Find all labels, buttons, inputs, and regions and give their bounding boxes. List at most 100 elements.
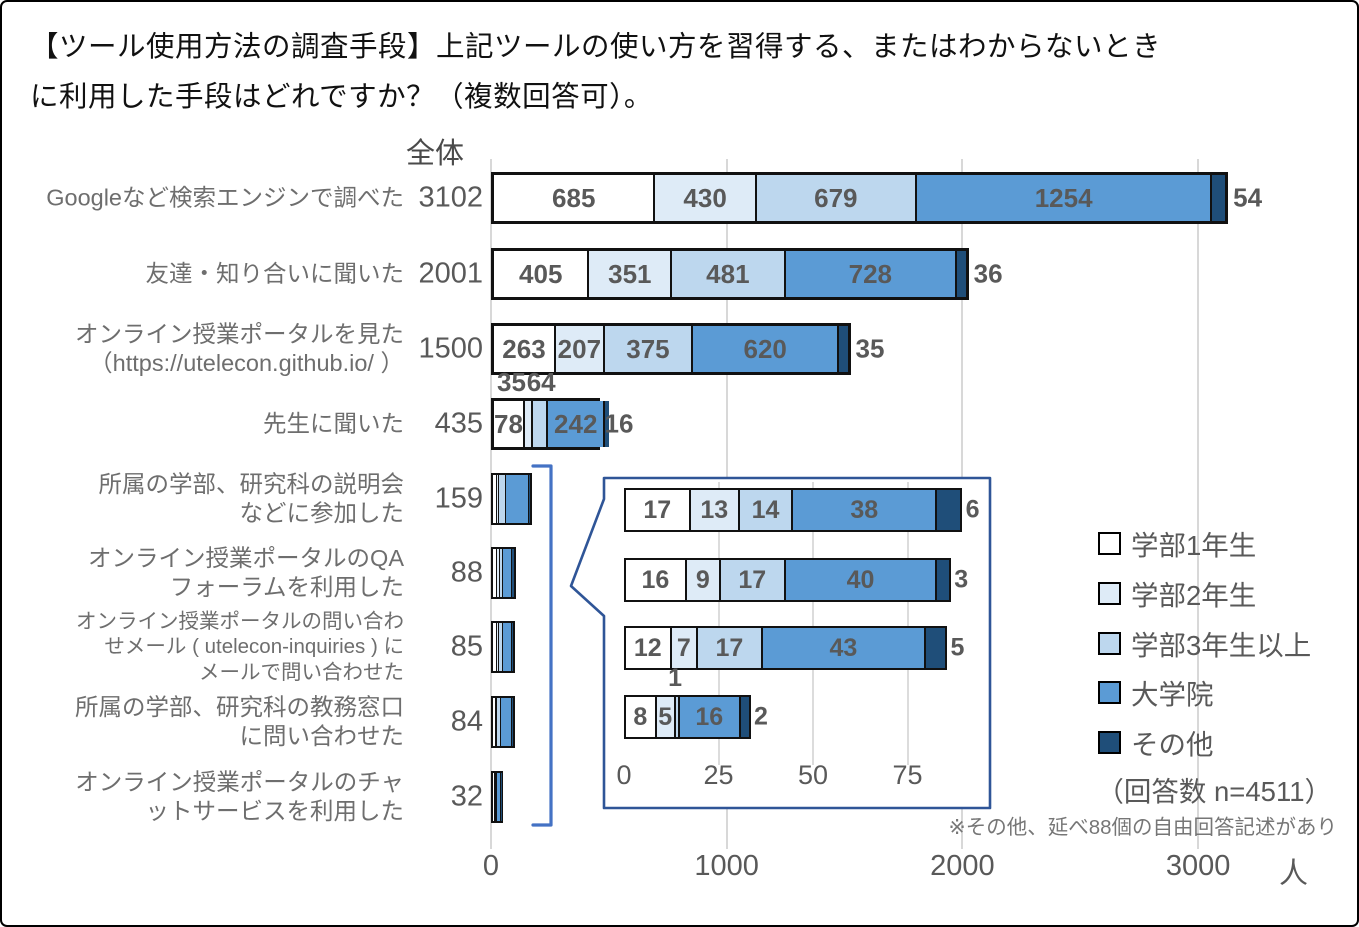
segment-label: 481 xyxy=(706,258,750,289)
bar-row xyxy=(491,473,533,525)
segment-label: 685 xyxy=(552,182,596,213)
bar-segment xyxy=(494,773,497,821)
bar-segment xyxy=(496,623,499,671)
legend-swatch-icon xyxy=(1098,631,1121,655)
bar-segment: 375 xyxy=(604,326,694,372)
inset-bar-segment xyxy=(937,490,961,530)
inset-gridline xyxy=(906,482,909,765)
segment-label: 728 xyxy=(848,258,893,289)
segment-label-outside: 54 xyxy=(1233,182,1263,213)
segment-label-above: 64 xyxy=(526,367,556,397)
segment-label-outside: 16 xyxy=(604,408,634,439)
x-axis-tick: 0 xyxy=(482,850,500,882)
bar-segment xyxy=(498,623,503,671)
row-total: 1500 xyxy=(418,332,483,365)
bar-segment xyxy=(839,326,848,372)
inset-segment-label-above: 1 xyxy=(668,664,682,692)
row-total: 3102 xyxy=(418,181,483,214)
inset-bar-segment: 5 xyxy=(656,697,676,737)
bar-row: 78 242 xyxy=(491,398,610,450)
bar-segment xyxy=(957,251,966,297)
inset-bar-segment: 17 xyxy=(626,490,691,530)
inset-bar-segment: 13 xyxy=(690,490,740,530)
inset-bar-row: 16 9 17 40 xyxy=(624,558,951,602)
bar-row xyxy=(491,771,503,823)
x-axis-tick: 2000 xyxy=(930,850,995,882)
inset-segment-label-outside: 6 xyxy=(965,495,980,524)
segment-label: 620 xyxy=(743,333,787,364)
bar-segment: 242 xyxy=(548,401,606,447)
inset-bar-segment xyxy=(937,560,949,600)
legend-swatch-icon xyxy=(1098,730,1121,754)
inset-segment-label: 40 xyxy=(846,565,875,594)
bar-segment: 207 xyxy=(555,326,605,372)
column-header-zentai: 全体 xyxy=(406,138,465,170)
bar-segment xyxy=(497,698,502,746)
bar-segment: 481 xyxy=(672,251,786,297)
inset-bar-segment: 14 xyxy=(739,490,794,530)
bar-segment: 405 xyxy=(494,251,590,297)
bar-segment xyxy=(497,475,500,523)
inset-bar-segment: 43 xyxy=(762,628,927,668)
inset-bar-segment: 9 xyxy=(686,560,721,600)
bar-segment xyxy=(501,698,512,746)
inset-axis-tick: 75 xyxy=(892,760,923,790)
legend-item: その他 xyxy=(1098,722,1214,762)
inset-segment-label: 17 xyxy=(643,495,672,524)
row-total: 85 xyxy=(450,630,483,663)
inset-gridline xyxy=(812,482,814,765)
legend-item: 学部2年生 xyxy=(1098,573,1256,613)
bar-segment xyxy=(524,401,534,447)
segment-label-above: 35 xyxy=(497,367,526,397)
gridline xyxy=(1197,159,1200,849)
category-label: オンライン授業ポータルの問い合わ せメール ( utelecon-inquiri… xyxy=(76,609,404,684)
bar-segment: 263 xyxy=(494,326,556,372)
segment-label: 263 xyxy=(502,333,546,364)
inset-axis-tick: 0 xyxy=(616,760,632,790)
bar-segment xyxy=(502,623,513,671)
inset-segment-label-outside: 5 xyxy=(950,633,965,662)
legend-swatch-icon xyxy=(1098,581,1121,605)
inset-segment-label: 16 xyxy=(641,565,670,594)
inset-segment-label: 16 xyxy=(695,702,724,731)
inset-bar-row: 17 13 14 38 xyxy=(624,488,963,532)
bar-segment xyxy=(506,475,529,523)
row-total: 159 xyxy=(434,482,483,515)
row-total: 32 xyxy=(450,780,483,813)
row-total: 2001 xyxy=(418,257,483,290)
bar-segment xyxy=(503,549,513,597)
bar-row: 405 351 481 728 xyxy=(491,248,969,300)
segment-label: 430 xyxy=(683,182,727,213)
inset-segment-label: 7 xyxy=(676,633,691,662)
category-label: オンライン授業ポータルのチャ ットサービスを利用した xyxy=(75,768,404,824)
inset-bar-segment: 38 xyxy=(793,490,938,530)
segment-label: 351 xyxy=(608,258,652,289)
category-label: 所属の学部、研究科の教務窓口 に問い合わせた xyxy=(75,693,404,749)
bar-segment xyxy=(1212,175,1226,221)
inset-segment-label: 12 xyxy=(633,633,662,662)
bar-segment xyxy=(496,773,498,821)
bar-segment xyxy=(528,475,531,523)
legend-label: 学部3年生以上 xyxy=(1131,630,1312,661)
inset-bar-segment: 8 xyxy=(626,697,657,737)
inset-segment-label-outside: 2 xyxy=(753,702,768,731)
inset-bar-segment xyxy=(675,697,680,737)
legend-swatch-icon xyxy=(1098,680,1121,704)
bar-segment xyxy=(533,401,549,447)
group-bracket xyxy=(531,464,553,827)
x-axis-unit: 人 xyxy=(1279,858,1309,890)
bar-row: 263 207 375 620 xyxy=(491,323,851,375)
respondents-note: （回答数 n=4511） xyxy=(1096,776,1332,807)
legend-swatch-icon xyxy=(1098,531,1121,555)
segment-label: 679 xyxy=(814,182,858,213)
inset-segment-label: 17 xyxy=(738,565,767,594)
bar-segment xyxy=(497,773,501,821)
bar-segment: 78 xyxy=(494,401,525,447)
segment-label-outside: 35 xyxy=(855,333,885,364)
bar-row: 685 430 679 1254 xyxy=(491,172,1229,224)
inset-segment-label: 43 xyxy=(829,633,858,662)
bar-row xyxy=(491,547,516,599)
bar-segment: 685 xyxy=(494,175,656,221)
row-total: 435 xyxy=(434,407,483,440)
segment-label: 1254 xyxy=(1034,182,1093,213)
